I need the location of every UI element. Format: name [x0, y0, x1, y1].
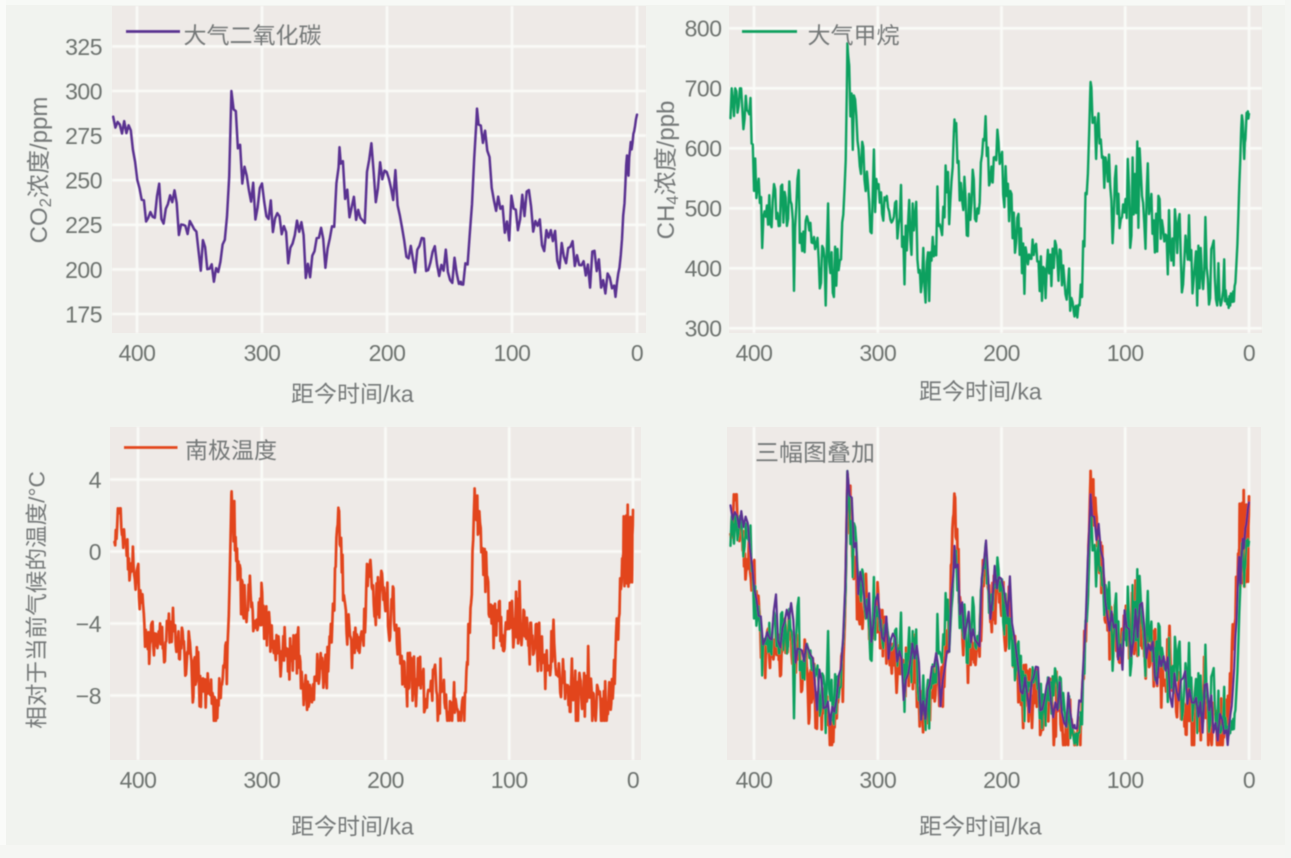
svg-text:300: 300	[859, 767, 896, 793]
svg-text:200: 200	[367, 767, 404, 793]
svg-text:400: 400	[685, 256, 722, 282]
svg-text:700: 700	[685, 76, 722, 102]
svg-text:175: 175	[65, 301, 102, 327]
svg-text:4: 4	[663, 195, 682, 204]
svg-text:300: 300	[859, 340, 896, 366]
svg-text:300: 300	[65, 78, 102, 104]
svg-text:400: 400	[120, 767, 157, 793]
svg-text:2: 2	[36, 198, 55, 207]
svg-text:400: 400	[119, 340, 156, 366]
svg-text:100: 100	[494, 340, 531, 366]
svg-text:300: 300	[243, 767, 280, 793]
svg-text:100: 100	[1107, 767, 1144, 793]
svg-text:0: 0	[89, 539, 101, 565]
svg-text:−8: −8	[76, 683, 101, 709]
svg-text:100: 100	[1107, 340, 1144, 366]
svg-text:CH: CH	[653, 205, 680, 240]
svg-text:0: 0	[1243, 340, 1255, 366]
svg-text:275: 275	[65, 123, 102, 149]
svg-text:4: 4	[89, 467, 102, 493]
svg-text:500: 500	[685, 196, 722, 222]
svg-text:0: 0	[1243, 767, 1255, 793]
svg-text:400: 400	[736, 340, 773, 366]
svg-text:−4: −4	[76, 611, 102, 637]
svg-text:200: 200	[369, 340, 406, 366]
svg-text:225: 225	[65, 212, 102, 238]
svg-text:200: 200	[983, 340, 1020, 366]
svg-text:°C: °C	[25, 471, 50, 496]
svg-text:200: 200	[65, 257, 102, 283]
svg-text:/ppm: /ppm	[26, 97, 53, 150]
svg-text:/ka: /ka	[383, 814, 414, 840]
svg-text:0: 0	[631, 340, 643, 366]
svg-text:800: 800	[685, 16, 722, 42]
svg-text:200: 200	[983, 767, 1020, 793]
svg-text:/ppb: /ppb	[653, 101, 680, 148]
svg-text:0: 0	[627, 767, 639, 793]
svg-text:250: 250	[65, 168, 102, 194]
svg-text:/ka: /ka	[383, 381, 414, 407]
svg-text:/: /	[25, 496, 50, 503]
svg-text:/ka: /ka	[1011, 814, 1042, 840]
svg-text:400: 400	[736, 767, 773, 793]
svg-text:100: 100	[491, 767, 528, 793]
svg-text:300: 300	[244, 340, 281, 366]
svg-text:600: 600	[685, 136, 722, 162]
svg-text:CO: CO	[26, 207, 53, 243]
svg-text:325: 325	[65, 34, 102, 60]
svg-text:/ka: /ka	[1011, 379, 1042, 405]
svg-text:300: 300	[685, 316, 722, 342]
